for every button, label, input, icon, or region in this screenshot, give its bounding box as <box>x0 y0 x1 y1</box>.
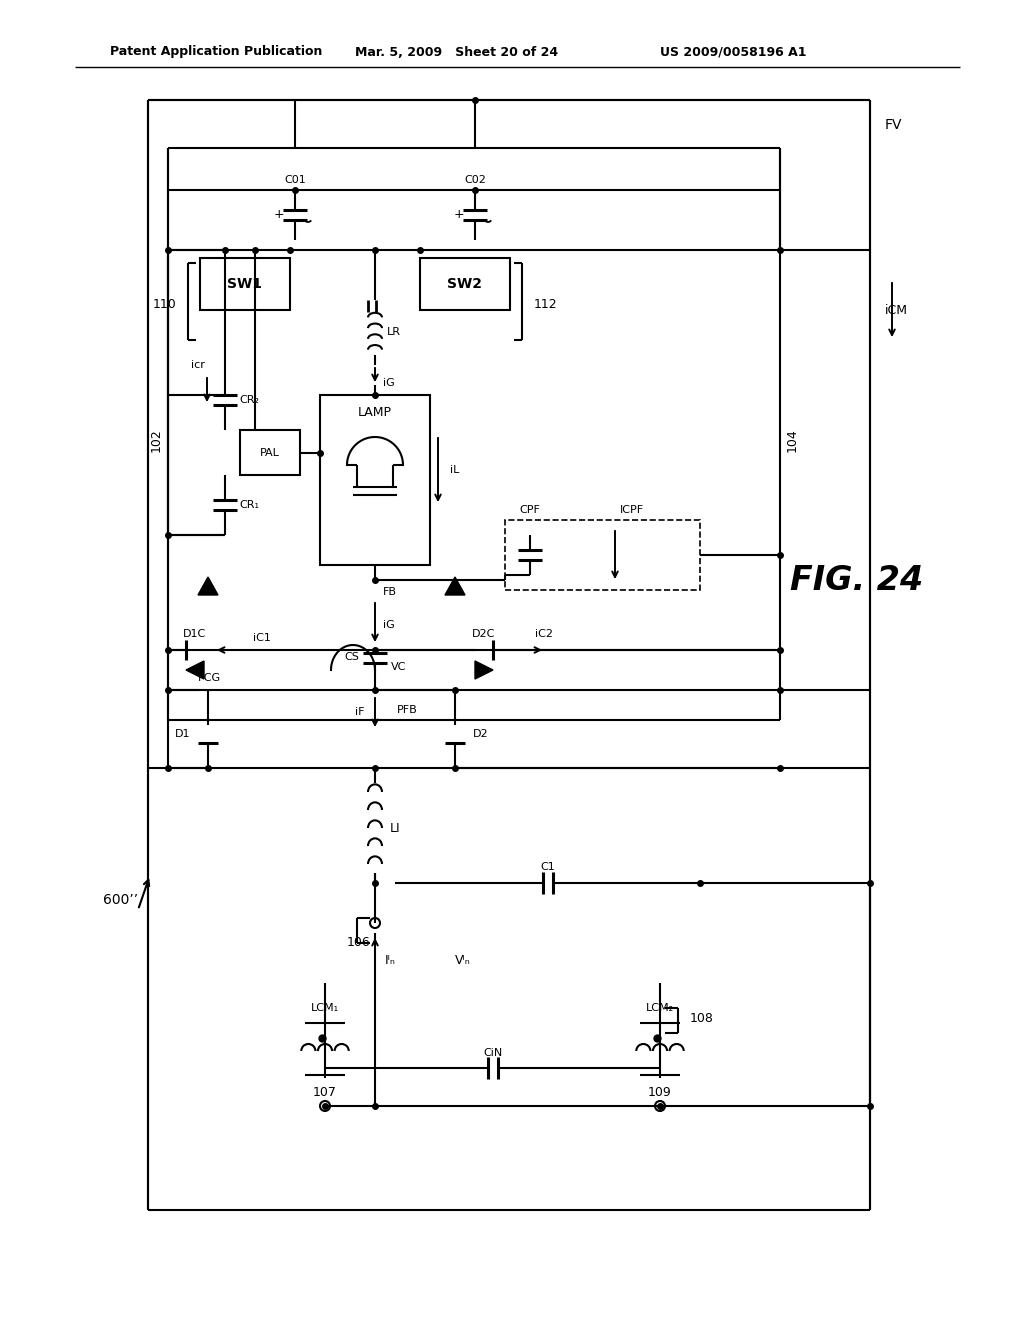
Text: iCM: iCM <box>885 304 908 317</box>
Circle shape <box>319 1101 330 1111</box>
Circle shape <box>655 1101 665 1111</box>
Text: 110: 110 <box>153 297 176 310</box>
Text: LCM₁: LCM₁ <box>311 1003 339 1012</box>
Text: LI: LI <box>390 821 400 834</box>
Text: Patent Application Publication: Patent Application Publication <box>110 45 323 58</box>
Text: D2C: D2C <box>472 630 496 639</box>
Text: SW1: SW1 <box>227 277 262 290</box>
Text: ICPF: ICPF <box>620 506 644 515</box>
Text: C1: C1 <box>540 862 555 873</box>
Bar <box>505 520 700 590</box>
Bar <box>420 257 510 310</box>
Text: 112: 112 <box>534 297 558 310</box>
Text: FB: FB <box>383 587 397 597</box>
Text: PCG: PCG <box>198 673 221 682</box>
Text: FV: FV <box>885 117 902 132</box>
Text: iG: iG <box>383 378 394 388</box>
Text: Mar. 5, 2009   Sheet 20 of 24: Mar. 5, 2009 Sheet 20 of 24 <box>355 45 558 58</box>
Text: 106: 106 <box>346 936 370 949</box>
Text: iL: iL <box>450 465 460 475</box>
Polygon shape <box>186 661 204 678</box>
Text: CPF: CPF <box>519 506 541 515</box>
Text: PAL: PAL <box>260 447 280 458</box>
Text: LAMP: LAMP <box>358 407 392 420</box>
Text: FIG. 24: FIG. 24 <box>790 564 924 597</box>
Text: D1: D1 <box>174 729 190 739</box>
Text: CR₁: CR₁ <box>239 500 259 510</box>
Text: US 2009/0058196 A1: US 2009/0058196 A1 <box>660 45 807 58</box>
Text: 102: 102 <box>150 428 163 451</box>
Text: C01: C01 <box>284 176 306 185</box>
Text: LCM₂: LCM₂ <box>646 1003 674 1012</box>
Bar <box>319 395 430 565</box>
Text: 104: 104 <box>785 428 799 451</box>
Bar <box>240 430 300 475</box>
Text: +: + <box>454 209 464 222</box>
Text: PFB: PFB <box>397 705 418 715</box>
Circle shape <box>370 917 380 928</box>
Text: icr: icr <box>191 360 205 370</box>
Text: 600’’: 600’’ <box>102 894 138 907</box>
Text: Iᴵₙ: Iᴵₙ <box>385 954 396 968</box>
Text: iC1: iC1 <box>253 634 271 643</box>
Polygon shape <box>445 577 465 595</box>
Text: CiN: CiN <box>483 1048 502 1059</box>
Text: CS: CS <box>344 652 359 663</box>
Text: C02: C02 <box>464 176 486 185</box>
Text: +: + <box>273 209 285 222</box>
Polygon shape <box>475 661 493 678</box>
Text: iF: iF <box>355 708 365 717</box>
Polygon shape <box>198 577 218 595</box>
Text: SW2: SW2 <box>447 277 482 290</box>
Bar <box>200 257 290 310</box>
Text: D2: D2 <box>473 729 488 739</box>
Text: iG: iG <box>383 620 394 630</box>
Text: 109: 109 <box>648 1086 672 1100</box>
Text: VC: VC <box>391 663 407 672</box>
Text: Vᴵₙ: Vᴵₙ <box>455 954 471 968</box>
Text: 108: 108 <box>690 1011 714 1024</box>
Text: CR₂: CR₂ <box>239 395 259 405</box>
Text: iC2: iC2 <box>535 630 553 639</box>
Text: 107: 107 <box>313 1086 337 1100</box>
Text: LR: LR <box>387 327 401 337</box>
Text: D1C: D1C <box>183 630 207 639</box>
